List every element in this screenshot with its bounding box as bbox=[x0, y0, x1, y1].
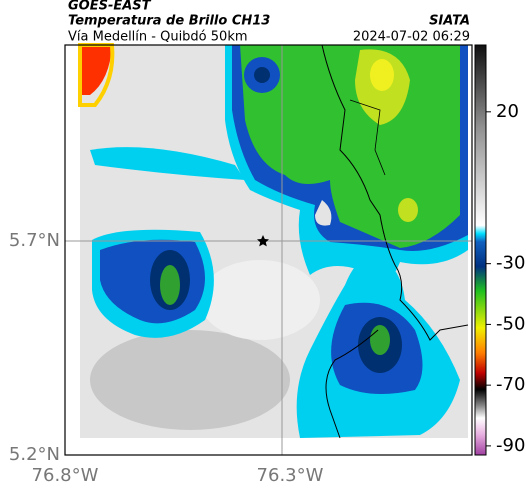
datetime: 2024-07-02 06:29 bbox=[353, 30, 470, 45]
map-image bbox=[64, 43, 473, 456]
colorbar-tick-label: -50 bbox=[496, 313, 525, 334]
colorbar-tick-label: -70 bbox=[496, 374, 525, 395]
route: Vía Medellín - Quibdó 50km bbox=[68, 30, 248, 45]
location-star bbox=[257, 235, 269, 247]
colorbar-tick-label: -30 bbox=[496, 253, 525, 274]
colorbar bbox=[474, 44, 487, 456]
colorbar-tick-label: -90 bbox=[496, 435, 525, 456]
title: GOES-EAST bbox=[68, 0, 152, 14]
source: SIATA bbox=[429, 14, 470, 29]
colorbar-tick-label: 20 bbox=[496, 101, 519, 122]
lat-label: 5.2°N bbox=[9, 444, 60, 465]
lon-label: 76.8°W bbox=[32, 465, 99, 486]
lat-label: 5.7°N bbox=[9, 230, 60, 251]
lon-label: 76.3°W bbox=[257, 465, 324, 486]
subtitle: Temperatura de Brillo CH13 bbox=[68, 14, 270, 29]
